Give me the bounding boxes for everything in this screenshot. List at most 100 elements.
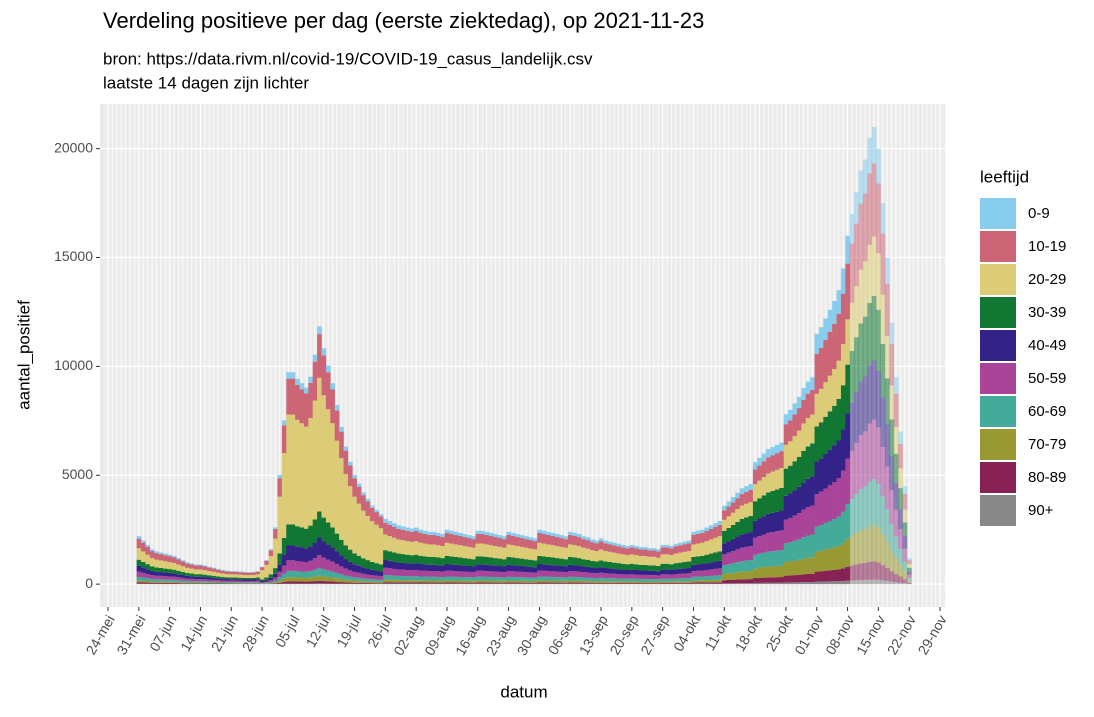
- bar-segment: [858, 488, 864, 531]
- bar-segment: [396, 553, 402, 563]
- bar-segment: [457, 571, 463, 577]
- bar-segment: [766, 577, 771, 583]
- bar-segment: [634, 581, 639, 583]
- bar-segment: [836, 290, 842, 314]
- bar-segment: [295, 378, 300, 385]
- bar-segment: [651, 575, 657, 580]
- bar-segment: [880, 496, 886, 535]
- bar-segment: [462, 546, 468, 559]
- bar-segment: [449, 530, 454, 534]
- bar-segment: [524, 572, 529, 578]
- bar-segment: [339, 578, 344, 583]
- bar-segment: [229, 574, 234, 578]
- bar-segment: [616, 574, 622, 579]
- bar-segment: [295, 561, 300, 572]
- bar-segment: [369, 583, 375, 584]
- bar-segment: [299, 389, 305, 424]
- bar-segment: [634, 555, 639, 565]
- bar-segment: [361, 567, 366, 574]
- bar-segment: [506, 582, 512, 584]
- bar-segment: [264, 560, 269, 565]
- bar-segment: [268, 556, 274, 575]
- legend-label: 10-19: [1028, 238, 1066, 255]
- bar-segment: [369, 581, 375, 584]
- bar-segment: [440, 577, 446, 581]
- bar-segment: [656, 549, 661, 552]
- bar-segment: [352, 478, 358, 497]
- bar-segment: [559, 583, 564, 585]
- bar-segment: [198, 582, 203, 584]
- bar-segment: [849, 243, 855, 303]
- bar-segment: [546, 583, 551, 585]
- bar-segment: [462, 582, 468, 584]
- bar-segment: [334, 563, 340, 573]
- bar-segment: [163, 579, 168, 582]
- bar-segment: [312, 542, 318, 559]
- bar-segment: [840, 543, 846, 569]
- bar-segment: [818, 327, 824, 348]
- bar-segment: [457, 576, 463, 581]
- bar-segment: [418, 555, 424, 564]
- bar-segment: [145, 546, 151, 555]
- bar-segment: [167, 582, 173, 584]
- bar-segment: [427, 535, 432, 545]
- bar-segment: [290, 583, 296, 585]
- bar-segment: [330, 383, 336, 390]
- bar-segment: [774, 444, 780, 454]
- bar-segment: [638, 564, 644, 571]
- bar-segment: [814, 333, 820, 354]
- bar-segment: [435, 571, 441, 577]
- bar-segment: [409, 531, 415, 542]
- legend-label: 80-89: [1028, 469, 1066, 486]
- bar-segment: [845, 235, 851, 264]
- bar-segment: [876, 527, 881, 563]
- bar-segment: [400, 529, 406, 541]
- bar-segment: [343, 446, 349, 451]
- bar-segment: [374, 581, 380, 584]
- bar-segment: [854, 392, 859, 444]
- bar-segment: [215, 582, 221, 584]
- bar-segment: [893, 536, 899, 558]
- bar-segment: [427, 582, 432, 584]
- bar-segment: [317, 567, 322, 576]
- bar-segment: [391, 582, 397, 584]
- bar-segment: [145, 578, 151, 582]
- bar-segment: [568, 576, 573, 581]
- bar-segment: [550, 535, 556, 546]
- bar-segment: [783, 519, 789, 544]
- bar-segment: [264, 581, 269, 583]
- bar-segment: [788, 441, 793, 466]
- bar-segment: [810, 389, 815, 415]
- bar-segment: [651, 570, 657, 576]
- bar-segment: [202, 579, 208, 582]
- bar-segment: [167, 579, 173, 582]
- bar-segment: [598, 541, 604, 550]
- bar-segment: [827, 449, 833, 486]
- bar-segment: [418, 563, 424, 571]
- legend-label: 0-9: [1028, 205, 1050, 222]
- bar-segment: [686, 581, 692, 583]
- bar-segment: [378, 514, 384, 517]
- bar-segment: [770, 551, 776, 567]
- bar-segment: [312, 581, 318, 584]
- bar-segment: [770, 446, 776, 456]
- bar-segment: [207, 567, 212, 572]
- bar-segment: [884, 283, 890, 336]
- bar-segment: [607, 573, 613, 579]
- bar-segment: [906, 571, 912, 575]
- bar-segment: [215, 568, 221, 570]
- bar-segment: [484, 544, 490, 557]
- bar-segment: [704, 569, 710, 577]
- bar-segment: [185, 580, 190, 583]
- bar-segment: [136, 548, 142, 560]
- bar-segment: [686, 540, 692, 544]
- bar-segment: [704, 554, 710, 564]
- bar-segment: [519, 577, 525, 581]
- bar-segment: [475, 530, 481, 534]
- bar-segment: [752, 520, 758, 538]
- bar-segment: [317, 580, 322, 584]
- bar-segment: [827, 570, 833, 582]
- bar-segment: [620, 582, 626, 584]
- bar-segment: [334, 583, 340, 585]
- bar-segment: [889, 322, 895, 344]
